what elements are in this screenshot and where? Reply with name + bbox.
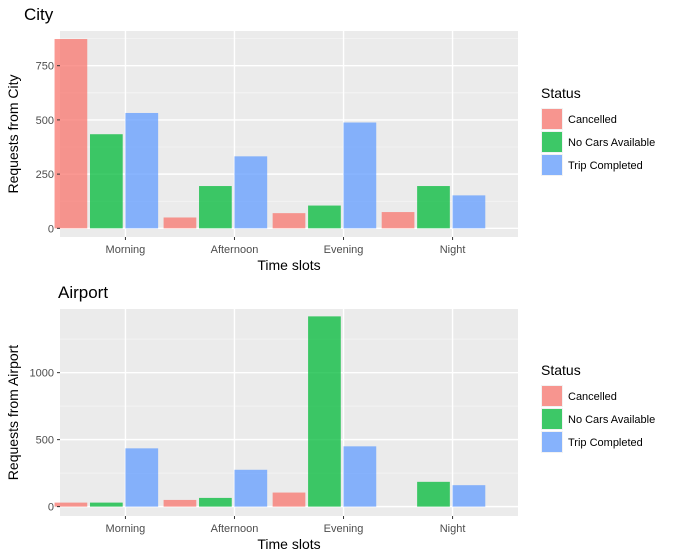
y-axis-title: Requests from Airport — [5, 345, 21, 480]
bar-cancelled-morning — [54, 502, 88, 507]
bar-no-cars-available-night — [417, 186, 450, 229]
bar-no-cars-available-afternoon — [199, 186, 232, 229]
chart-title: City — [24, 5, 54, 24]
bar-trip-completed-morning — [125, 448, 159, 507]
airport-chart: Airport 0 500 1000 Morning Afternoon Evening… — [5, 283, 655, 552]
x-tick-label-afternoon: Afternoon — [211, 244, 259, 256]
bar-trip-completed-night — [452, 485, 486, 507]
x-axis-title: Time slots — [257, 536, 320, 552]
bar-cancelled-afternoon — [163, 217, 197, 229]
x-tick-labels: Morning Afternoon Evening Night — [106, 516, 466, 535]
legend-swatch-cancelled — [542, 386, 562, 406]
x-tick-label-evening: Evening — [324, 244, 364, 256]
y-axis-title: Requests from City — [5, 74, 21, 193]
x-tick-label-evening: Evening — [324, 523, 364, 535]
legend-label-cancelled: Cancelled — [568, 391, 617, 403]
y-tick-labels: 0 500 1000 — [30, 368, 60, 514]
legend-label-no-cars-available: No Cars Available — [568, 414, 655, 426]
chart-title: Airport — [58, 283, 108, 302]
bar-cancelled-night — [381, 212, 415, 229]
x-axis-title: Time slots — [257, 257, 320, 273]
legend: Status Cancelled No Cars Available Trip Co… — [541, 362, 655, 453]
x-tick-label-morning: Morning — [106, 523, 146, 535]
bar-trip-completed-afternoon — [234, 156, 268, 229]
bar-cancelled-morning — [54, 39, 88, 229]
y-tick-label: 250 — [36, 169, 54, 181]
y-tick-label: 0 — [48, 223, 54, 235]
legend-swatch-no-cars-available — [542, 409, 562, 429]
y-tick-label: 0 — [48, 502, 54, 514]
bar-trip-completed-morning — [125, 112, 159, 229]
y-tick-label: 1000 — [30, 368, 54, 380]
legend: Status Cancelled No Cars Available Trip Co… — [541, 85, 655, 176]
y-tick-label: 750 — [36, 61, 54, 73]
legend-label-trip-completed: Trip Completed — [568, 437, 643, 449]
y-tick-labels: 0 250 500 750 — [36, 61, 60, 235]
legend-label-no-cars-available: No Cars Available — [568, 137, 655, 149]
bar-no-cars-available-morning — [89, 502, 123, 507]
x-tick-label-morning: Morning — [106, 244, 146, 256]
bar-cancelled-afternoon — [163, 499, 197, 507]
bar-trip-completed-evening — [343, 446, 377, 507]
x-tick-label-night: Night — [440, 523, 466, 535]
legend-swatch-cancelled — [542, 109, 562, 129]
legend-swatch-no-cars-available — [542, 132, 562, 152]
bar-no-cars-available-morning — [89, 134, 123, 229]
legend-swatch-trip-completed — [542, 432, 562, 452]
bar-cancelled-evening — [272, 213, 306, 229]
y-tick-label: 500 — [36, 115, 54, 127]
bar-cancelled-evening — [272, 492, 306, 507]
legend-swatch-trip-completed — [542, 155, 562, 175]
bars — [54, 39, 486, 229]
legend-label-cancelled: Cancelled — [568, 114, 617, 126]
bar-no-cars-available-afternoon — [199, 497, 232, 507]
x-tick-label-night: Night — [440, 244, 466, 256]
bar-no-cars-available-night — [417, 481, 450, 507]
x-tick-labels: Morning Afternoon Evening Night — [106, 237, 466, 256]
bar-no-cars-available-evening — [308, 316, 341, 507]
legend-title: Status — [541, 362, 581, 378]
bar-trip-completed-evening — [343, 122, 377, 229]
bars — [54, 316, 486, 507]
legend-title: Status — [541, 85, 581, 101]
bar-no-cars-available-evening — [308, 205, 341, 229]
x-tick-label-afternoon: Afternoon — [211, 523, 259, 535]
bar-trip-completed-afternoon — [234, 469, 268, 507]
legend-label-trip-completed: Trip Completed — [568, 160, 643, 172]
bar-trip-completed-night — [452, 195, 486, 229]
y-tick-label: 500 — [36, 435, 54, 447]
city-chart: City 0 250 500 750 Morning Afternoon Evening N… — [5, 5, 655, 273]
